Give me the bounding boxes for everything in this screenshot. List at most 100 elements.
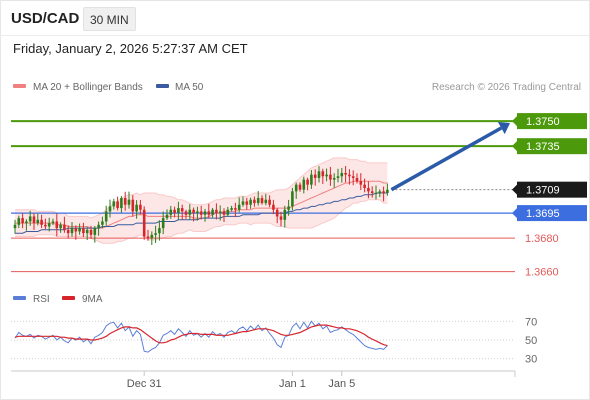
candle <box>120 196 123 213</box>
symbol-title: USD/CAD <box>11 10 80 27</box>
candle-body <box>74 228 78 232</box>
candle <box>82 222 85 238</box>
candle-body <box>260 198 264 204</box>
candle-body <box>139 204 142 210</box>
candle-body <box>294 184 298 192</box>
bollinger-band-fill <box>15 157 388 244</box>
candle-body <box>218 211 222 214</box>
candle-body <box>215 209 218 214</box>
candle <box>313 169 317 186</box>
candle <box>101 216 104 229</box>
candle <box>44 218 47 230</box>
candle <box>279 211 283 227</box>
level-tag-pivot <box>517 205 587 222</box>
candle <box>378 189 382 198</box>
candle-body <box>310 174 313 185</box>
candle-body <box>154 233 157 235</box>
candle-body <box>44 224 47 227</box>
candle-body <box>32 216 36 224</box>
candle <box>294 182 298 199</box>
candle-body <box>264 199 268 204</box>
candle <box>298 182 302 192</box>
candle-body <box>66 229 70 234</box>
candle <box>196 206 199 221</box>
candle <box>66 225 70 239</box>
candle <box>253 196 256 207</box>
candle-body <box>184 211 188 215</box>
candle-body <box>28 216 32 222</box>
bollinger-band <box>15 157 388 244</box>
candle <box>336 168 340 183</box>
candle-body <box>165 214 169 219</box>
candle-body <box>374 193 378 195</box>
candle <box>317 166 321 183</box>
candle <box>85 227 89 241</box>
candle <box>142 206 146 240</box>
candle <box>203 208 207 222</box>
candle-body <box>253 199 256 204</box>
candle <box>165 209 169 220</box>
credit-text: Research © 2026 Trading Central <box>432 82 581 93</box>
candle <box>70 221 74 237</box>
forecast-arrow-head <box>497 121 510 135</box>
candle <box>93 225 97 243</box>
candle <box>260 195 264 205</box>
candle <box>40 214 43 229</box>
candle <box>386 183 389 196</box>
candle-body <box>211 209 214 215</box>
candle <box>32 212 36 231</box>
candle-body <box>370 191 374 194</box>
candle <box>188 204 192 220</box>
candle <box>63 216 66 233</box>
level-labels: 1.3750 1.3735 1.3709 1.3695 1.3680 1.3660 <box>512 113 587 279</box>
candle-body <box>188 209 192 215</box>
ma50-legend-swatch <box>156 84 169 88</box>
level-label-target-2: 1.3750 <box>526 116 560 128</box>
candle <box>47 217 51 232</box>
candle <box>78 223 81 235</box>
candle-body <box>25 221 28 224</box>
candle-body <box>222 211 226 215</box>
ma20-legend-swatch <box>13 84 26 88</box>
ma50-legend-label: MA 50 <box>175 82 204 93</box>
candle <box>74 225 78 240</box>
rsi-legend-label: RSI <box>33 294 50 305</box>
candle <box>291 187 294 211</box>
candle-body <box>321 171 325 177</box>
candle <box>146 229 150 241</box>
candle <box>374 185 378 200</box>
level-label-support-1: 1.3680 <box>525 233 559 245</box>
candle <box>135 200 138 219</box>
level-label-support-2: 1.3660 <box>525 267 559 279</box>
candle-body <box>237 204 241 210</box>
candle-body <box>123 198 127 205</box>
candle <box>127 191 131 209</box>
candle <box>25 219 28 231</box>
candle <box>184 209 188 219</box>
level-tag-target-1 <box>517 138 587 155</box>
interval-selector[interactable]: 30 MIN <box>83 7 136 31</box>
x-axis-label: Dec 31 <box>127 378 162 390</box>
rsi-ma-legend-swatch <box>62 296 75 300</box>
candle <box>21 213 24 229</box>
level-label-pivot: 1.3695 <box>526 208 560 220</box>
candle-body <box>161 218 165 229</box>
candle-body <box>63 224 66 230</box>
level-tag-current <box>517 181 587 198</box>
candle-body <box>82 228 85 234</box>
candle <box>302 176 306 194</box>
candle-body <box>348 174 351 177</box>
level-tag-pointer-current <box>512 184 517 195</box>
candle <box>321 168 325 184</box>
rsi-ma-legend-label: 9MA <box>82 294 103 305</box>
candle-body <box>325 174 328 177</box>
candle-body <box>313 174 317 178</box>
candle-body <box>359 181 363 185</box>
candle-body <box>112 201 116 207</box>
candle <box>329 166 332 186</box>
candle <box>306 177 309 191</box>
candle-body <box>135 204 138 212</box>
candle-body <box>230 208 233 210</box>
candle-body <box>120 198 123 209</box>
